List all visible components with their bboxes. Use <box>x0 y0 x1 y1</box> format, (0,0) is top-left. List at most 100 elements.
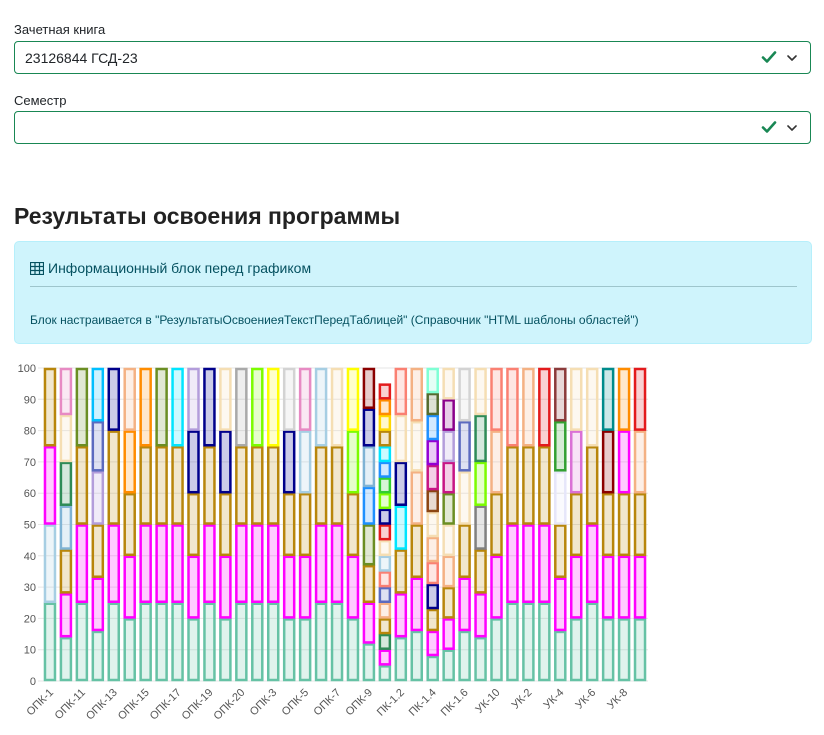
bar-segment[interactable] <box>219 430 232 494</box>
bar-segment[interactable] <box>330 602 344 682</box>
bar-segment[interactable] <box>75 446 89 525</box>
bar-segment[interactable] <box>282 367 296 431</box>
bar-segment[interactable] <box>426 367 439 394</box>
bar-segment[interactable] <box>266 446 280 525</box>
bar-segment[interactable] <box>251 602 264 682</box>
bar-segment[interactable] <box>474 461 487 506</box>
bar-segment[interactable] <box>426 392 439 416</box>
bar-segment[interactable] <box>633 430 647 494</box>
bar-segment[interactable] <box>75 602 89 682</box>
bar-segment[interactable] <box>235 446 248 525</box>
bar-segment[interactable] <box>43 367 57 447</box>
bar-segment[interactable] <box>522 602 535 682</box>
bar-segment[interactable] <box>378 618 392 635</box>
bar-segment[interactable] <box>251 446 264 525</box>
bar-segment[interactable] <box>458 577 471 632</box>
bar-segment[interactable] <box>378 524 392 541</box>
bar-segment[interactable] <box>219 492 232 557</box>
bar-segment[interactable] <box>362 408 376 447</box>
bar-segment[interactable] <box>378 477 392 494</box>
bar-segment[interactable] <box>538 446 551 525</box>
bar-segment[interactable] <box>139 446 152 525</box>
bar-segment[interactable] <box>155 446 168 525</box>
bar-segment[interactable] <box>155 602 168 682</box>
semester-select[interactable] <box>14 111 811 144</box>
bar-segment[interactable] <box>601 367 615 431</box>
bar-segment[interactable] <box>474 593 487 638</box>
bar-segment[interactable] <box>378 508 392 525</box>
bar-segment[interactable] <box>585 602 599 682</box>
bar-segment[interactable] <box>410 420 424 472</box>
bar-segment[interactable] <box>171 367 184 447</box>
bar-segment[interactable] <box>426 489 439 513</box>
bar-segment[interactable] <box>378 571 392 588</box>
bar-segment[interactable] <box>203 524 216 603</box>
bar-segment[interactable] <box>569 555 583 619</box>
bar-segment[interactable] <box>235 367 248 447</box>
bar-segment[interactable] <box>378 383 392 400</box>
bar-segment[interactable] <box>633 367 647 431</box>
bar-segment[interactable] <box>394 593 408 638</box>
bar-segment[interactable] <box>219 555 232 619</box>
bar-segment[interactable] <box>282 618 296 682</box>
bar-segment[interactable] <box>107 430 121 525</box>
bar-segment[interactable] <box>490 367 503 431</box>
bar-segment[interactable] <box>474 505 487 550</box>
bar-segment[interactable] <box>426 608 439 632</box>
bar-segment[interactable] <box>601 555 615 619</box>
bar-segment[interactable] <box>266 367 280 447</box>
bar-segment[interactable] <box>362 564 376 604</box>
bar-segment[interactable] <box>171 446 184 525</box>
bar-segment[interactable] <box>171 602 184 682</box>
bar-segment[interactable] <box>362 486 376 525</box>
bar-segment[interactable] <box>394 636 408 682</box>
bar-segment[interactable] <box>107 602 121 682</box>
bar-segment[interactable] <box>59 461 73 506</box>
bar-segment[interactable] <box>266 602 280 682</box>
bar-segment[interactable] <box>330 446 344 525</box>
bar-segment[interactable] <box>346 430 360 494</box>
bar-segment[interactable] <box>298 430 312 494</box>
bar-segment[interactable] <box>203 602 216 682</box>
bar-segment[interactable] <box>554 471 567 525</box>
bar-segment[interactable] <box>633 555 647 619</box>
bar-segment[interactable] <box>298 618 312 682</box>
bar-segment[interactable] <box>43 446 57 525</box>
bar-segment[interactable] <box>91 367 105 422</box>
bar-segment[interactable] <box>378 430 392 447</box>
bar-segment[interactable] <box>378 399 392 416</box>
bar-segment[interactable] <box>59 367 73 416</box>
bar-segment[interactable] <box>346 492 360 557</box>
bar-segment[interactable] <box>569 492 583 557</box>
bar-segment[interactable] <box>330 524 344 603</box>
bar-segment[interactable] <box>585 446 599 525</box>
bar-segment[interactable] <box>251 367 264 447</box>
bar-segment[interactable] <box>91 471 105 525</box>
bar-segment[interactable] <box>346 618 360 682</box>
bar-segment[interactable] <box>362 602 376 644</box>
bar-segment[interactable] <box>410 524 424 578</box>
bar-segment[interactable] <box>155 524 168 603</box>
bar-segment[interactable] <box>554 420 567 472</box>
bar-segment[interactable] <box>394 461 408 506</box>
bar-segment[interactable] <box>442 492 455 525</box>
bar-segment[interactable] <box>91 524 105 578</box>
bar-segment[interactable] <box>378 649 392 666</box>
bar-segment[interactable] <box>458 524 471 578</box>
bar-segment[interactable] <box>474 549 487 594</box>
bar-segment[interactable] <box>203 367 216 447</box>
bar-segment[interactable] <box>426 414 439 441</box>
bar-segment[interactable] <box>426 561 439 585</box>
bar-segment[interactable] <box>474 414 487 463</box>
bar-segment[interactable] <box>362 643 376 682</box>
bar-segment[interactable] <box>442 586 455 619</box>
bar-segment[interactable] <box>362 367 376 409</box>
bar-segment[interactable] <box>139 367 152 447</box>
bar-segment[interactable] <box>266 524 280 603</box>
bar-segment[interactable] <box>617 367 631 431</box>
bar-segment[interactable] <box>59 549 73 594</box>
bar-segment[interactable] <box>442 367 455 400</box>
bar-segment[interactable] <box>282 430 296 494</box>
bar-segment[interactable] <box>490 492 503 557</box>
bar-segment[interactable] <box>171 524 184 603</box>
